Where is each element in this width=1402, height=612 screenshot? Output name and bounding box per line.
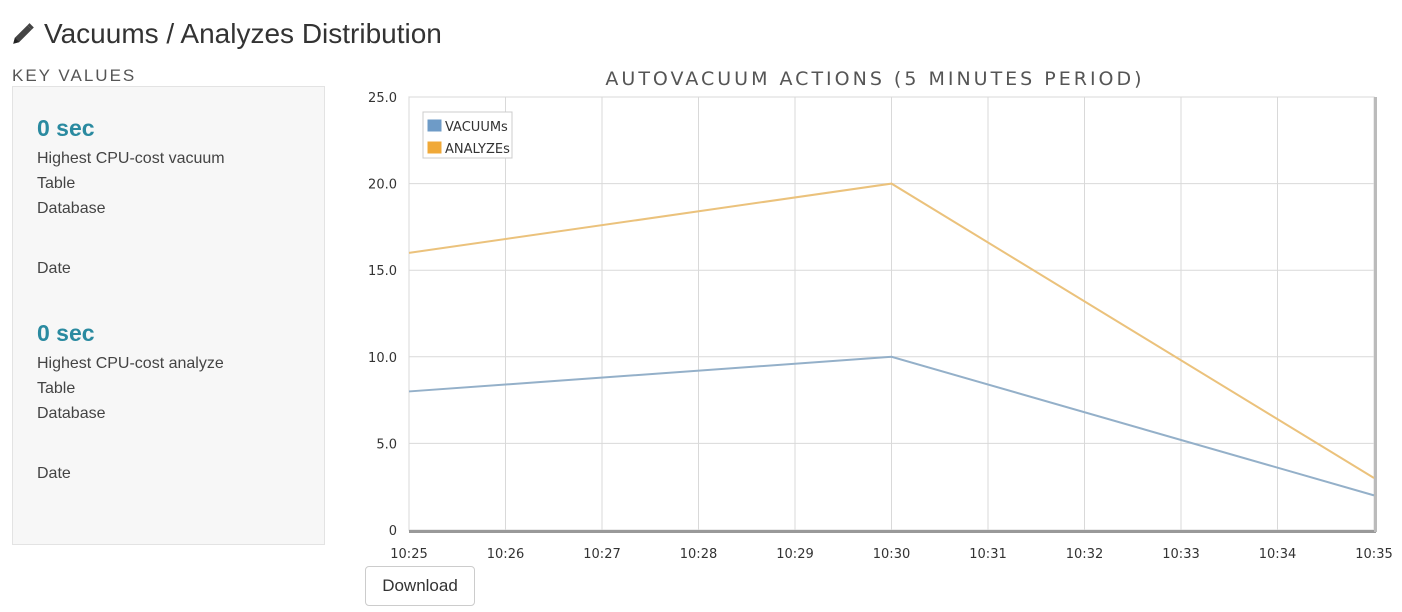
vacuum-table-label: Table <box>37 175 76 192</box>
x-tick-label: 10:32 <box>1066 547 1103 562</box>
x-tick-label: 10:35 <box>1355 547 1392 562</box>
legend-swatch-vacuums <box>426 118 443 133</box>
y-tick-label: 15.0 <box>368 264 397 279</box>
key-values-panel: 0 sec Highest CPU-cost vacuum Table Data… <box>12 86 325 545</box>
x-tick-label: 10:25 <box>390 547 427 562</box>
page-title: Vacuums / Analyzes Distribution <box>10 18 442 50</box>
page-title-text: Vacuums / Analyzes Distribution <box>44 18 442 49</box>
pencil-icon <box>13 23 34 44</box>
legend-label-vacuums: VACUUMs <box>445 120 508 135</box>
vacuum-cpu-cost-label: Highest CPU-cost vacuum <box>37 150 225 167</box>
series-line-analyzes <box>408 182 1375 479</box>
vacuum-key-value: 0 sec Highest CPU-cost vacuum Table Data… <box>37 114 225 281</box>
key-values-heading: KEY VALUES <box>12 66 137 85</box>
x-tick-label: 10:26 <box>487 547 524 562</box>
download-button[interactable]: Download <box>365 566 475 606</box>
y-tick-label: 25.0 <box>368 91 397 106</box>
x-tick-label: 10:27 <box>583 547 620 562</box>
y-tick-label: 10.0 <box>368 351 397 366</box>
x-tick-label: 10:31 <box>969 547 1006 562</box>
series-line-vacuums <box>408 355 1375 497</box>
analyze-date-label: Date <box>37 465 71 482</box>
x-tick-label: 10:34 <box>1259 547 1296 562</box>
y-tick-label: 20.0 <box>368 178 397 193</box>
x-tick-label: 10:30 <box>873 547 910 562</box>
analyze-key-value: 0 sec Highest CPU-cost analyze Table Dat… <box>37 319 224 486</box>
x-tick-label: 10:29 <box>776 547 813 562</box>
legend-swatch-analyzes <box>426 140 443 155</box>
analyze-database-label: Database <box>37 405 106 422</box>
x-tick-label: 10:33 <box>1162 547 1199 562</box>
vacuum-date-label: Date <box>37 260 71 277</box>
legend-label-analyzes: ANALYZEs <box>445 142 510 157</box>
x-tick-label: 10:28 <box>680 547 717 562</box>
y-tick-label: 5.0 <box>376 437 397 452</box>
analyze-table-label: Table <box>37 380 76 397</box>
chart-title: AUTOVACUUM ACTIONS (5 MINUTES PERIOD) <box>605 68 1145 90</box>
vacuum-database-label: Database <box>37 200 106 217</box>
analyze-cpu-cost-value: 0 sec <box>37 320 95 346</box>
y-tick-label: 0 <box>389 524 397 539</box>
vacuum-cpu-cost-value: 0 sec <box>37 115 95 141</box>
analyze-cpu-cost-label: Highest CPU-cost analyze <box>37 355 224 372</box>
